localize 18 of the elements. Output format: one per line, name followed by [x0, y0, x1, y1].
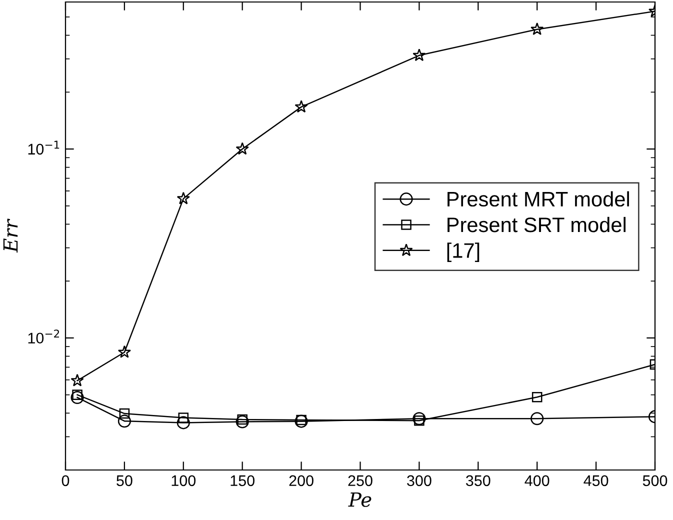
- x-tick-label: 500: [642, 475, 668, 486]
- y-axis-title: Err: [3, 218, 18, 253]
- legend-label: Present SRT model: [448, 216, 626, 232]
- x-tick-label: 0: [62, 475, 70, 486]
- x-tick-label: 100: [172, 475, 196, 486]
- x-tick-label: 150: [230, 475, 254, 486]
- x-tick-label: 250: [348, 475, 372, 486]
- x-tick-label: 200: [289, 475, 314, 486]
- x-tick-label: 450: [584, 475, 608, 486]
- x-axis-title: Pe: [348, 492, 372, 507]
- x-tick-label: 400: [524, 475, 550, 486]
- legend-label: Present MRT model: [448, 191, 629, 207]
- y-tick-label: 10$^{−2}$: [28, 330, 60, 344]
- x-tick-label: 300: [407, 475, 432, 486]
- legend-label: [17]: [447, 242, 480, 262]
- x-tick-label: 50: [116, 475, 132, 486]
- y-tick-label: 10$^{−1}$: [28, 140, 60, 155]
- x-tick-label: 350: [466, 475, 490, 486]
